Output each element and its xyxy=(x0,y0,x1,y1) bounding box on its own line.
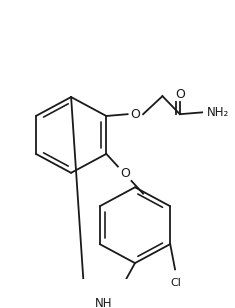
Text: Cl: Cl xyxy=(171,278,181,288)
Text: O: O xyxy=(130,108,140,121)
Text: O: O xyxy=(175,88,185,101)
Text: O: O xyxy=(121,167,131,180)
Text: NH₂: NH₂ xyxy=(207,106,229,119)
Text: NH: NH xyxy=(95,297,113,308)
